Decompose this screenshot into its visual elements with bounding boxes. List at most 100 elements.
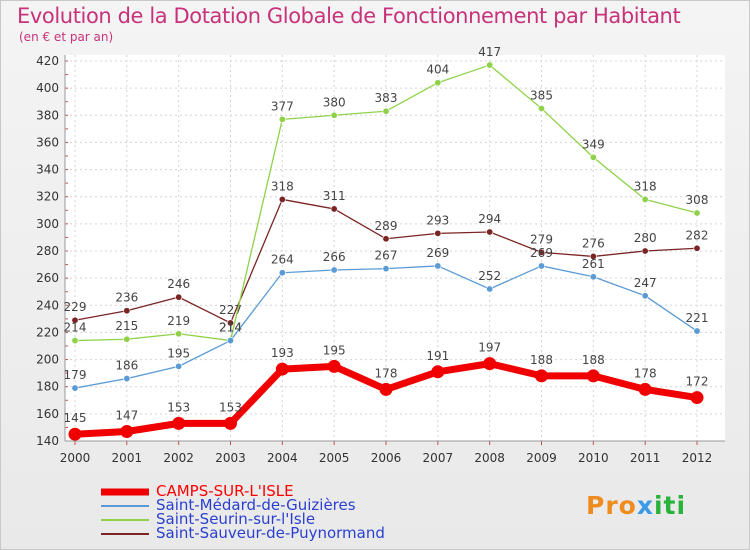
line-chart: 140 160 180 200 220 240 260 280 300 320 340 360 380 4… — [36, 45, 725, 465]
data-label: 214 — [219, 321, 242, 335]
data-label: 267 — [375, 249, 398, 263]
legend-label: Saint-Seurin-sur-l'Isle — [156, 510, 316, 528]
chart-title: Evolution de la Dotation Globale de Fonc… — [17, 4, 681, 28]
data-point — [486, 228, 494, 236]
x-tick-label: 2010 — [578, 451, 609, 465]
data-label: 276 — [582, 236, 605, 250]
data-label: 195 — [167, 346, 190, 360]
data-label: 178 — [375, 366, 398, 380]
data-point — [483, 357, 497, 371]
data-point — [175, 293, 183, 301]
data-label: 269 — [530, 246, 553, 260]
data-point — [227, 337, 235, 345]
data-point — [535, 369, 548, 383]
y-tick-label: 320 — [36, 190, 59, 204]
data-point — [120, 425, 134, 438]
x-tick-label: 2008 — [474, 451, 505, 465]
y-tick-label: 240 — [36, 298, 59, 312]
legend-swatch — [101, 505, 149, 507]
data-label: 193 — [271, 346, 294, 360]
y-tick-label: 300 — [36, 217, 59, 231]
data-point — [537, 262, 545, 270]
data-label: 385 — [530, 89, 553, 103]
x-tick-label: 2009 — [526, 451, 557, 465]
x-tick-label: 2003 — [215, 451, 246, 465]
data-point — [327, 359, 341, 373]
data-point — [123, 375, 131, 383]
x-tick-label: 2011 — [630, 451, 661, 465]
data-point — [71, 384, 79, 392]
data-point — [382, 265, 390, 273]
data-point — [330, 205, 338, 213]
data-label: 308 — [686, 193, 709, 207]
data-point — [486, 61, 494, 69]
y-tick-label: 220 — [36, 325, 59, 339]
data-label: 153 — [219, 400, 242, 414]
data-point — [537, 248, 545, 256]
logo-part-3: iti — [653, 491, 687, 520]
x-tick-label: 2005 — [319, 451, 350, 465]
data-label: 153 — [167, 400, 190, 414]
data-label: 178 — [634, 366, 657, 380]
data-label: 191 — [426, 349, 449, 363]
plot-background — [65, 55, 725, 441]
x-tick-label: 2000 — [60, 451, 91, 465]
data-label: 349 — [582, 137, 605, 151]
data-label: 264 — [271, 253, 294, 267]
data-label: 214 — [219, 321, 242, 335]
data-label: 280 — [634, 231, 657, 245]
y-tick-label: 200 — [36, 353, 59, 367]
x-tick-label: 2002 — [163, 451, 194, 465]
data-label: 282 — [686, 228, 709, 242]
data-point — [589, 273, 597, 281]
data-point — [71, 337, 79, 345]
proxiti-logo: Proxiti — [586, 491, 686, 520]
x-tick-label: 2007 — [423, 451, 454, 465]
chart-subtitle: (en € et par an) — [19, 30, 114, 44]
data-point — [693, 209, 701, 217]
logo-part-2: x — [636, 491, 654, 520]
y-tick-label: 140 — [36, 434, 59, 448]
data-label: 188 — [582, 353, 605, 367]
series-camps-sur-l-isle: 145 147 153 153 193 195 178 191 197 188 188 178 172 — [64, 341, 709, 441]
data-label: 179 — [64, 368, 87, 382]
data-point — [434, 229, 442, 237]
data-label: 293 — [426, 213, 449, 227]
y-tick-label: 260 — [36, 271, 59, 285]
data-label: 294 — [478, 212, 501, 226]
data-point — [586, 369, 600, 383]
data-label: 417 — [478, 45, 501, 59]
data-point — [172, 416, 186, 430]
data-point — [431, 365, 445, 379]
data-label: 147 — [115, 409, 138, 423]
data-label: 246 — [167, 277, 190, 291]
data-point — [690, 391, 704, 405]
y-tick-label: 420 — [36, 54, 59, 68]
data-label: 236 — [115, 291, 138, 305]
data-label: 186 — [115, 359, 138, 373]
legend-label: CAMPS-SUR-L'ISLE — [156, 482, 294, 500]
y-tick-label: 360 — [36, 135, 59, 149]
data-label: 215 — [115, 319, 138, 333]
legend-label: Saint-Médard-de-Guizières — [156, 496, 356, 514]
data-point — [379, 382, 393, 396]
data-label: 221 — [686, 311, 709, 325]
data-label: 188 — [530, 353, 553, 367]
y-tick-label: 280 — [36, 244, 59, 258]
data-label: 214 — [64, 321, 87, 335]
data-point — [275, 362, 289, 376]
data-point — [123, 335, 131, 343]
y-tick-label: 380 — [36, 108, 59, 122]
data-point — [693, 327, 701, 335]
legend-label: Saint-Sauveur-de-Puynormand — [156, 524, 385, 542]
data-label: 318 — [271, 179, 294, 193]
series-saint-m-dard-de-guizi-res: 179 186 195 214 264 266 267 269 252 269 261 247 221 — [64, 246, 709, 392]
data-label: 172 — [686, 375, 709, 389]
data-point — [382, 235, 390, 243]
data-point — [278, 195, 286, 203]
data-point — [589, 252, 597, 260]
data-label: 380 — [323, 95, 346, 109]
data-point — [638, 382, 652, 396]
